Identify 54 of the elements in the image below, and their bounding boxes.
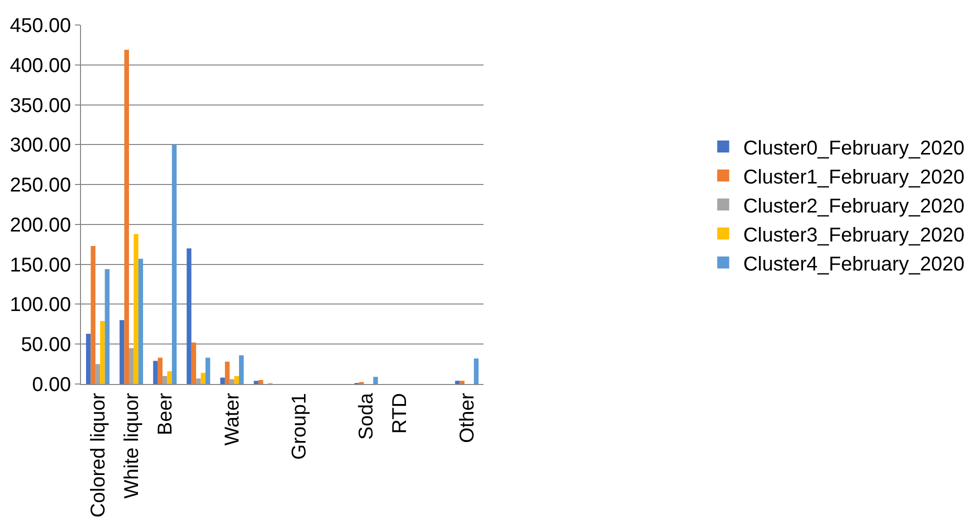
x-tick-label: Colored liquor: [87, 392, 110, 518]
bar: [205, 358, 210, 384]
y-tick-label: 150.00: [10, 254, 71, 276]
bar: [191, 342, 196, 384]
bar: [224, 362, 230, 384]
bar: [167, 371, 172, 384]
bar: [234, 376, 240, 384]
y-tick-label: 300.00: [10, 134, 71, 157]
bar: [220, 378, 225, 384]
legend-label: Cluster2_February_2020: [743, 195, 964, 218]
bar: [239, 355, 244, 384]
bar: [86, 334, 91, 384]
bar: [134, 234, 138, 384]
x-tick-label: Beer: [154, 392, 176, 436]
y-tick-label: 100.00: [10, 294, 71, 316]
x-tick-label: Water: [221, 392, 244, 446]
legend-label: Cluster0_February_2020: [743, 137, 964, 160]
bar: [128, 348, 134, 384]
bar: [120, 320, 124, 384]
x-tick-label: White liquor: [120, 392, 143, 499]
y-tick-label: 250.00: [10, 174, 71, 197]
x-tick-label: Other: [456, 392, 478, 444]
bar: [138, 258, 144, 384]
bar: [258, 380, 264, 384]
bar: [100, 320, 105, 384]
x-tick-label: Group1: [288, 393, 311, 460]
bar: [474, 358, 479, 384]
bar: [460, 380, 464, 384]
bar: [373, 376, 378, 384]
bar: [196, 378, 201, 384]
bar: [200, 372, 206, 384]
bar: [162, 376, 168, 384]
legend-label: Cluster1_February_2020: [743, 166, 964, 188]
bar: [230, 379, 234, 384]
bar: [172, 144, 177, 384]
y-tick-label: 450.00: [10, 15, 71, 37]
bar: [153, 360, 158, 384]
bar: [158, 358, 163, 384]
x-tick-label: RTD: [389, 393, 412, 434]
legend-label: Cluster4_February_2020: [743, 253, 964, 276]
bar: [124, 50, 129, 384]
bar: [90, 246, 96, 384]
x-tick-label: Soda: [356, 392, 378, 440]
bar: [186, 248, 192, 384]
bar: [455, 380, 460, 384]
y-tick-label: 350.00: [10, 94, 71, 117]
bar: [104, 269, 110, 384]
y-tick-label: 50.00: [20, 334, 71, 356]
bar: [95, 364, 100, 384]
y-tick-label: 400.00: [10, 54, 71, 77]
y-tick-label: 200.00: [10, 214, 71, 236]
y-tick-label: 0.00: [32, 374, 71, 396]
bar: [254, 380, 258, 384]
legend-label: Cluster3_February_2020: [743, 224, 964, 246]
